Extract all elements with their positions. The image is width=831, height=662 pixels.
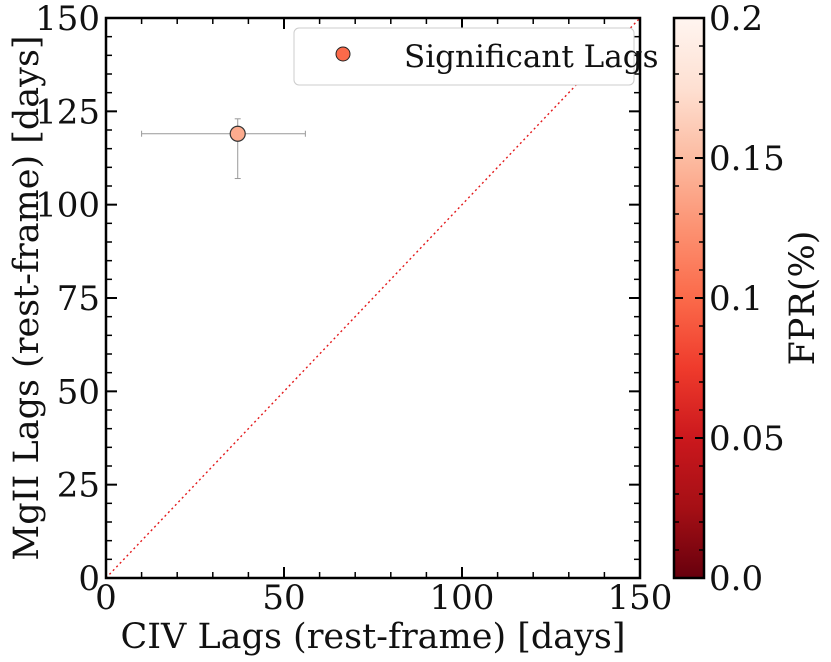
x-tick-label: 50 — [262, 578, 305, 618]
colorbar-tick-label: 0.15 — [709, 139, 785, 179]
y-tick-label: 100 — [35, 186, 100, 226]
y-tick-label: 125 — [35, 92, 100, 132]
data-point — [229, 125, 246, 142]
y-axis-ticks: 0 25 50 75 100 125 150 — [35, 0, 640, 599]
colorbar: 0.0 0.05 0.1 0.15 0.2 FPR(%) — [672, 0, 823, 599]
x-tick-label: 0 — [95, 578, 117, 618]
colorbar-tick-label: 0.05 — [709, 419, 785, 459]
x-tick-label: 150 — [608, 578, 673, 618]
legend-box — [293, 27, 635, 86]
y-tick-label: 50 — [57, 372, 100, 412]
colorbar-ticks: 0.0 0.05 0.1 0.15 0.2 — [674, 0, 785, 599]
legend-marker — [335, 46, 351, 62]
y-tick-label: 0 — [78, 559, 100, 599]
colorbar-label: FPR(%) — [783, 231, 823, 366]
plot-area — [106, 18, 640, 578]
legend-label: Significant Lags — [404, 39, 659, 75]
y-axis-label: MgII Lags (rest-frame) [days] — [7, 35, 47, 560]
colorbar-tick-label: 0.0 — [709, 559, 763, 599]
one-to-one-line — [106, 18, 640, 578]
y-tick-label: 150 — [35, 0, 100, 39]
x-tick-label: 100 — [430, 578, 495, 618]
legend: Significant Lags — [293, 27, 659, 86]
colorbar-tick-label: 0.2 — [709, 0, 763, 39]
plot-frame — [104, 16, 642, 580]
y-tick-label: 25 — [57, 466, 100, 506]
x-axis-label: CIV Lags (rest-frame) [days] — [120, 617, 625, 657]
y-tick-label: 75 — [57, 279, 100, 319]
x-axis-ticks: 0 50 100 150 — [95, 18, 672, 618]
colorbar-tick-label: 0.1 — [709, 279, 763, 319]
